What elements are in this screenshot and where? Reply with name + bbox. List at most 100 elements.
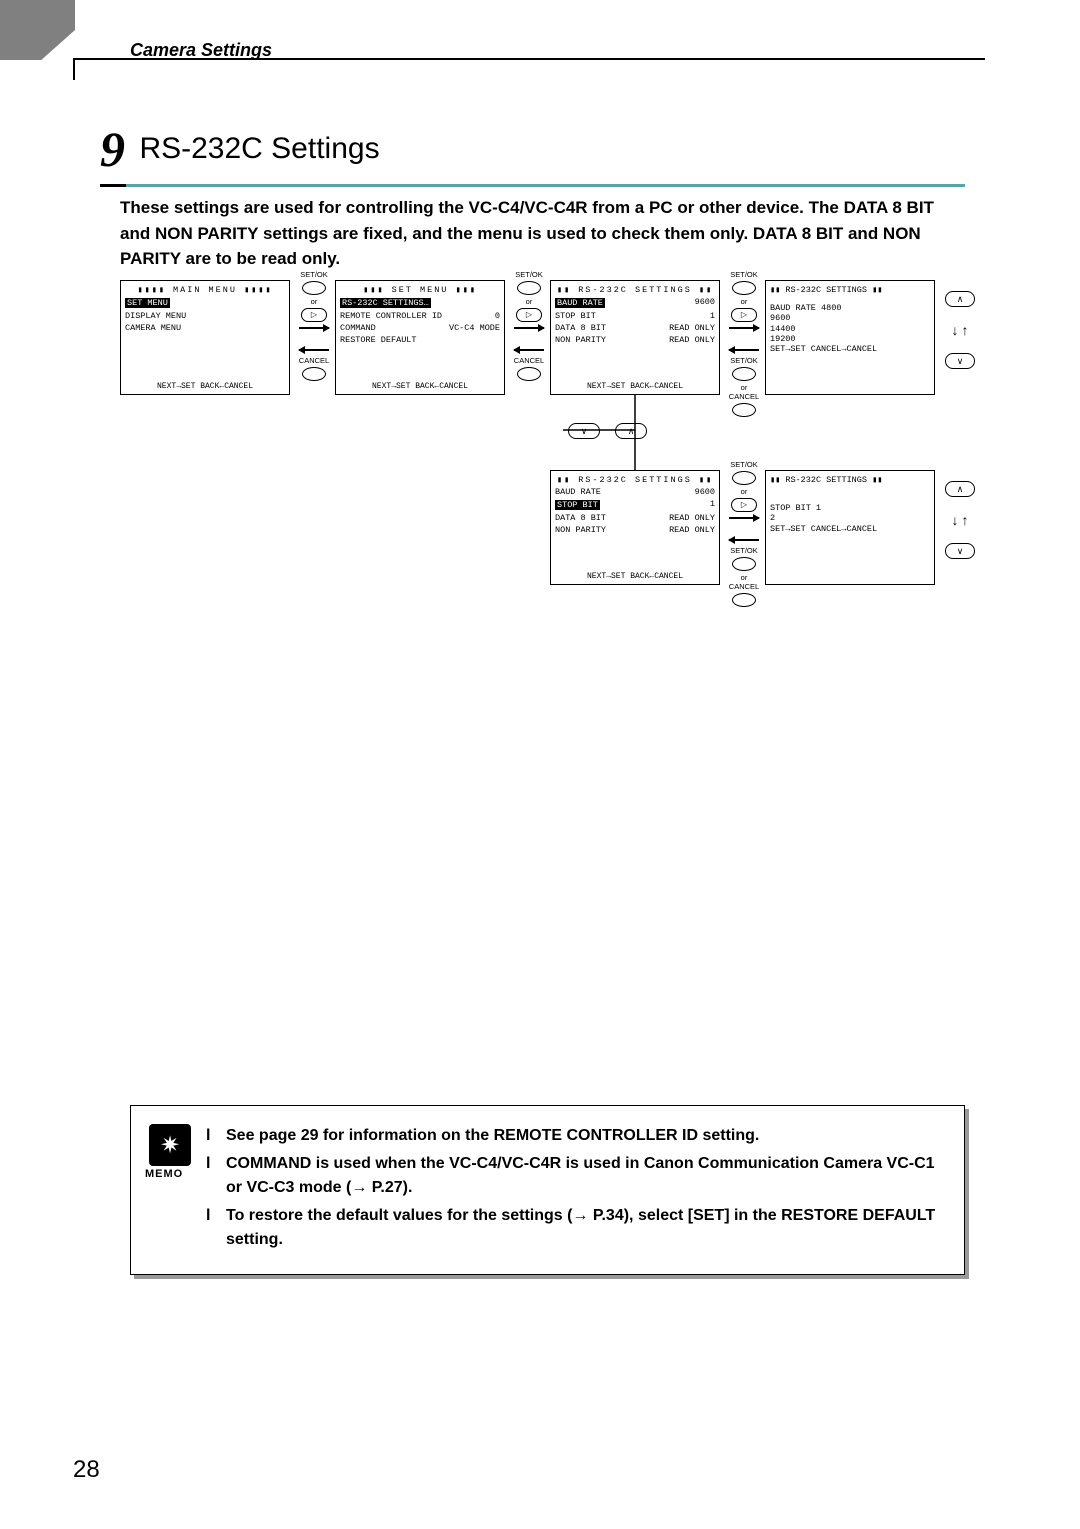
memo-item: To restore the default values for the se… [226,1204,946,1252]
down-up-buttons: ∨ ∧ [568,420,647,442]
down-button-icon: ∨ [568,423,600,439]
updown-controls: ∧ ↓ ↑ ∨ [940,288,980,372]
menu-footer: NEXT→SET BACK←CANCEL [336,382,504,391]
menu-item: STOP BIT [555,311,596,321]
right-button-icon: ▷ [301,308,327,322]
page-tab-corner [0,0,75,60]
or-label: or [295,297,333,306]
menu-selected: SET MENU [125,298,170,308]
up-button-icon: ∧ [615,423,647,439]
lightbulb-icon: ✷ [160,1131,180,1160]
memo-icon: ✷ [149,1124,191,1166]
cancel-label: CANCEL [295,356,333,365]
memo-item: COMMAND is used when the VC-C4/VC-C4R is… [226,1152,946,1200]
setok-label: SET/OK [725,356,763,365]
menu-footer: NEXT→SET BACK←CANCEL [121,382,289,391]
menu-flow-diagram: ▮▮▮▮ MAIN MENU ▮▮▮▮ SET MENU DISPLAY MEN… [120,280,965,620]
arrow-right-icon [299,327,329,329]
updown-controls: ∧ ↓ ↑ ∨ [940,478,980,562]
memo-label: MEMO [145,1168,183,1180]
right-button-icon: ▷ [516,308,542,322]
arrow-right-icon [514,327,544,329]
section-title: RS-232C Settings [139,132,379,166]
option-selected: 1 [816,503,821,513]
or-label: or [725,487,763,496]
menu-title: RS-232C SETTINGS [578,475,692,485]
menu-value: READ ONLY [669,323,715,333]
menu-value: 9600 [695,297,715,309]
menu-item: CAMERA MENU [125,323,181,333]
down-button-icon: ∨ [945,543,975,559]
menu-item: DATA 8 BIT [555,513,606,523]
cancel-button-icon [732,593,756,607]
menu-item: BAUD RATE [770,303,816,313]
memo-box: ✷ MEMO lSee page 29 for information on t… [130,1105,965,1275]
menu-value: 0 [495,311,500,321]
up-button-icon: ∧ [945,291,975,307]
section-number: 9 [100,120,125,178]
rs232c-menu-box: ▮▮ RS-232C SETTINGS ▮▮ BAUD RATE9600 STO… [550,280,720,395]
baud-rate-options-box: ▮▮ RS-232C SETTINGS ▮▮ BAUD RATE 4800 96… [765,280,935,395]
menu-title: RS-232C SETTINGS [785,285,867,295]
menu-title: RS-232C SETTINGS [785,475,867,485]
memo-list: lSee page 29 for information on the REMO… [206,1124,946,1252]
menu-item: RESTORE DEFAULT [340,335,417,345]
setok-label: SET/OK [725,270,763,279]
menu-item: DISPLAY MENU [125,311,186,321]
menu-value: 1 [710,311,715,321]
intro-paragraph: These settings are used for controlling … [120,195,965,272]
menu-selected: BAUD RATE [555,298,605,308]
setok-label: SET/OK [295,270,333,279]
menu-title: SET MENU [392,285,449,295]
menu-item: DATA 8 BIT [555,323,606,333]
option: 19200 [770,334,796,344]
set-button-icon [732,471,756,485]
option: 2 [770,513,775,523]
up-button-icon: ∧ [945,481,975,497]
menu-value: READ ONLY [669,513,715,523]
arrow-left-icon [514,349,544,351]
section-underline [100,184,965,187]
cancel-button-icon [517,367,541,381]
option: 4800 [821,303,841,313]
menu-title: MAIN MENU [173,285,237,295]
section-header: 9 RS-232C Settings [100,120,965,187]
right-button-icon: ▷ [731,498,757,512]
down-button-icon: ∨ [945,353,975,369]
menu-item: BAUD RATE [555,487,601,497]
right-button-icon: ▷ [731,308,757,322]
setok-label: SET/OK [725,546,763,555]
menu-footer: NEXT→SET BACK←CANCEL [551,572,719,581]
cancel-label: CANCEL [510,356,548,365]
cancel-label: CANCEL [725,582,763,591]
menu-selected: STOP BIT [555,500,600,510]
menu-footer: SET→SET CANCEL→CANCEL [770,344,930,354]
arrow-left-icon [729,349,759,351]
menu-item: STOP BIT [770,503,811,513]
menu-item: REMOTE CONTROLLER ID [340,311,442,321]
or-label: or [725,297,763,306]
memo-item: See page 29 for information on the REMOT… [226,1124,759,1148]
breadcrumb: Camera Settings [130,40,272,61]
menu-value: READ ONLY [669,335,715,345]
menu-footer: NEXT→SET BACK←CANCEL [551,382,719,391]
arrow-right-icon [729,517,759,519]
nav-controls: SET/OK or ▷ CANCEL [295,270,333,383]
menu-title: RS-232C SETTINGS [578,285,692,295]
setok-label: SET/OK [725,460,763,469]
set-menu-box: ▮▮▮ SET MENU ▮▮▮ RS-232C SETTINGS… REMOT… [335,280,505,395]
stop-bit-options-box: ▮▮ RS-232C SETTINGS ▮▮ STOP BIT 1 2 SET→… [765,470,935,585]
or-label: or [725,573,763,582]
or-label: or [725,383,763,392]
arrow-left-icon [299,349,329,351]
arrow-left-icon [729,539,759,541]
menu-value: VC-C4 MODE [449,323,500,333]
set-button-icon [732,367,756,381]
set-button-icon [732,281,756,295]
set-button-icon [302,281,326,295]
option: 14400 [770,324,796,334]
menu-item: NON PARITY [555,525,606,535]
menu-value: READ ONLY [669,525,715,535]
rs232c-menu-box-2: ▮▮ RS-232C SETTINGS ▮▮ BAUD RATE9600 STO… [550,470,720,585]
menu-selected: RS-232C SETTINGS… [340,298,431,308]
